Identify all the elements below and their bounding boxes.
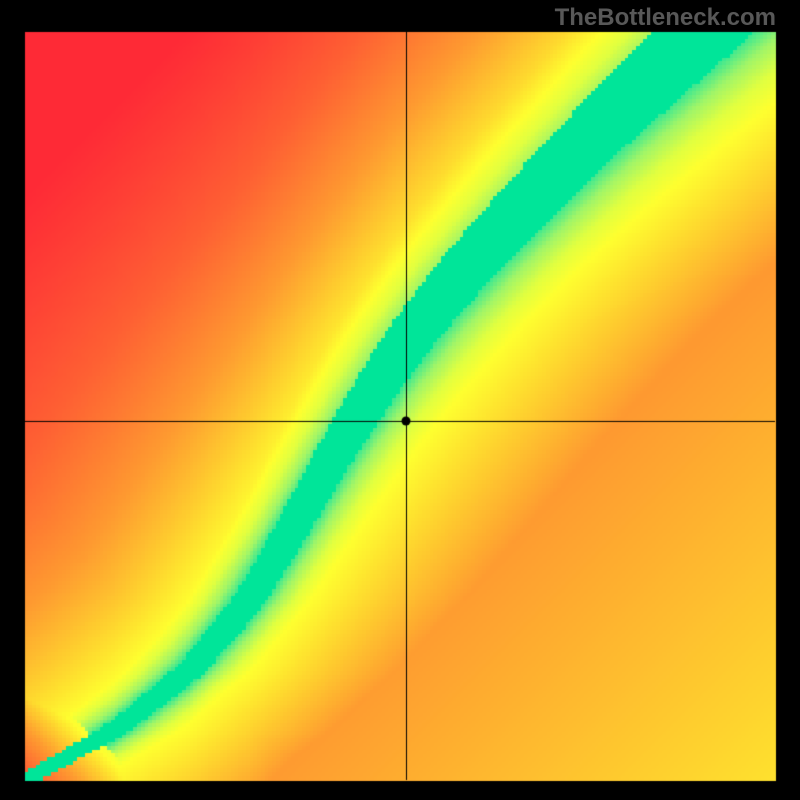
bottleneck-heatmap (0, 0, 800, 800)
chart-container: TheBottleneck.com (0, 0, 800, 800)
watermark-text: TheBottleneck.com (555, 4, 776, 32)
